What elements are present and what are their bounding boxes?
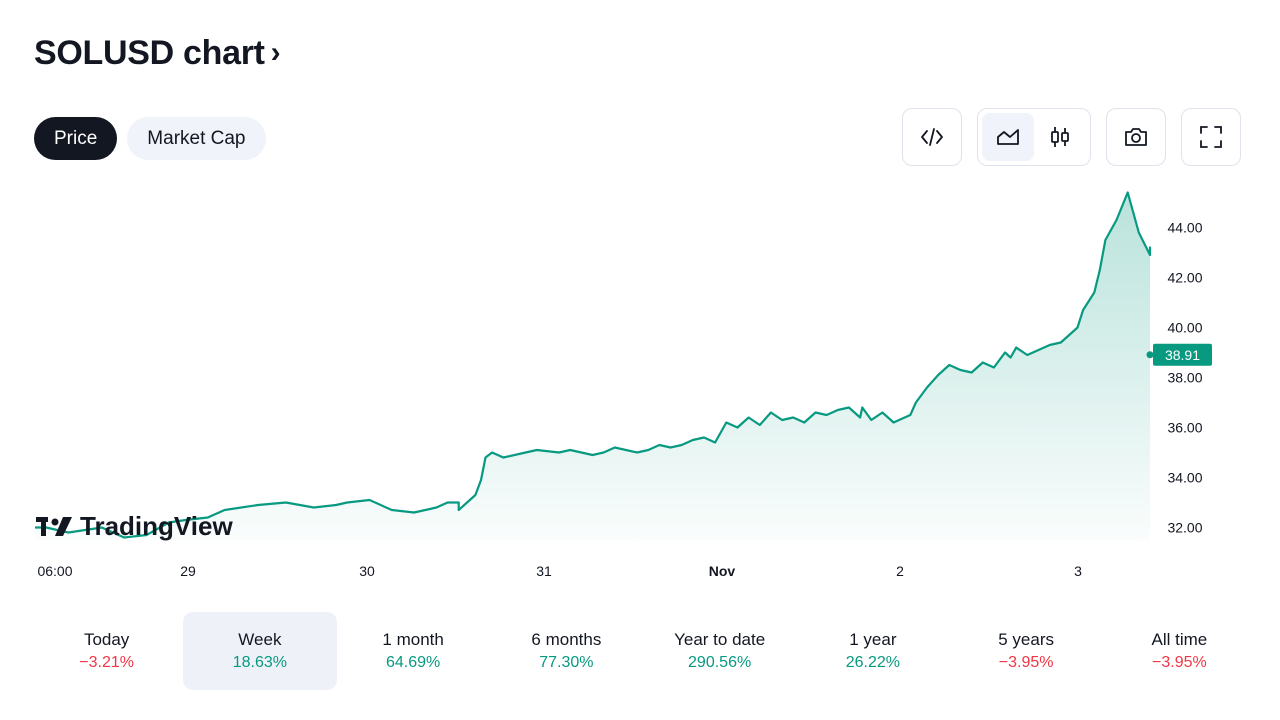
area-chart-button[interactable] [982, 113, 1034, 161]
period-change-value: 77.30% [539, 654, 594, 671]
tradingview-logo-icon [36, 517, 72, 536]
period-label: 1 month [382, 630, 444, 649]
period-all-time[interactable]: All time −3.95% [1103, 612, 1256, 690]
tradingview-logo: TradingView [36, 511, 233, 541]
period-change-value: 64.69% [385, 654, 441, 671]
y-tick-label: 34.00 [1167, 470, 1202, 486]
snapshot-tool-group [1106, 108, 1166, 166]
last-price-dot [1146, 351, 1154, 359]
period-change-value: −3.95% [998, 654, 1054, 671]
period-change-value: 18.63% [232, 654, 287, 671]
period-change-value: 290.56% [688, 654, 752, 671]
fullscreen-button[interactable] [1185, 113, 1237, 161]
period-label: 1 year [849, 630, 897, 649]
last-price-label: 38.91 [1165, 347, 1200, 363]
period-label: 5 years [998, 630, 1054, 649]
price-area [35, 192, 1150, 540]
period-change-value: −3.21% [79, 654, 134, 671]
period-change-value: 26.22% [845, 654, 900, 671]
embed-code-button[interactable] [906, 113, 958, 161]
x-tick-label: 31 [536, 563, 552, 579]
embed-tool-group [902, 108, 962, 166]
fullscreen-tool-group [1181, 108, 1241, 166]
x-tick-label: Nov [709, 563, 736, 579]
period-today[interactable]: Today −3.21% [30, 612, 183, 690]
period-label: Week [238, 630, 282, 649]
period-label: Year to date [674, 630, 766, 649]
period-year-to-date[interactable]: Year to date 290.56% [643, 612, 796, 690]
chart-style-group [977, 108, 1091, 166]
period-change-value: −3.95% [1152, 654, 1207, 671]
page-title[interactable]: SOLUSD chart › [34, 34, 281, 73]
y-tick-label: 36.00 [1167, 420, 1202, 436]
period-6-months[interactable]: 6 months 77.30% [490, 612, 643, 690]
candlestick-button[interactable] [1034, 113, 1086, 161]
chart-type-tabs: Price Market Cap [34, 117, 266, 160]
period-1-month[interactable]: 1 month 64.69% [337, 612, 490, 690]
area-chart-icon [997, 129, 1019, 145]
y-tick-label: 42.00 [1167, 270, 1202, 286]
x-tick-label: 06:00 [37, 563, 72, 579]
candlestick-icon [1051, 127, 1069, 147]
x-tick-label: 29 [180, 563, 196, 579]
camera-icon [1125, 128, 1147, 146]
period-week[interactable]: Week 18.63% [183, 612, 337, 690]
tab-price[interactable]: Price [34, 117, 118, 160]
period-5-years[interactable]: 5 years −3.95% [950, 612, 1103, 690]
x-tick-label: 30 [359, 563, 375, 579]
fullscreen-icon [1200, 126, 1222, 148]
snapshot-button[interactable] [1110, 113, 1162, 161]
y-tick-label: 32.00 [1167, 520, 1202, 536]
x-tick-label: 3 [1074, 563, 1082, 579]
last-price-badge [1153, 343, 1212, 366]
period-label: Today [83, 630, 130, 649]
price-line [35, 191, 1152, 539]
period-label: All time [1151, 630, 1208, 649]
tab-market-cap[interactable]: Market Cap [127, 117, 266, 160]
period-1-year[interactable]: 1 year 26.22% [796, 612, 949, 690]
title-text: SOLUSD chart [34, 34, 265, 72]
tradingview-logo-text: TradingView [80, 511, 233, 541]
period-label: 6 months [531, 630, 602, 649]
y-tick-label: 40.00 [1167, 320, 1202, 336]
chevron-right-icon: › [270, 35, 281, 69]
performance-periods: Today −3.21% Week 18.63% 1 month 64.69% 6 mont… [30, 612, 1256, 690]
price-chart[interactable]: 44.00 42.00 40.00 38.00 36.00 34.00 32.00 06:00… [0, 180, 1280, 600]
embed-code-icon [921, 128, 943, 146]
x-tick-label: 2 [896, 563, 904, 579]
y-tick-label: 44.00 [1167, 220, 1202, 236]
y-tick-label: 38.00 [1167, 370, 1202, 386]
